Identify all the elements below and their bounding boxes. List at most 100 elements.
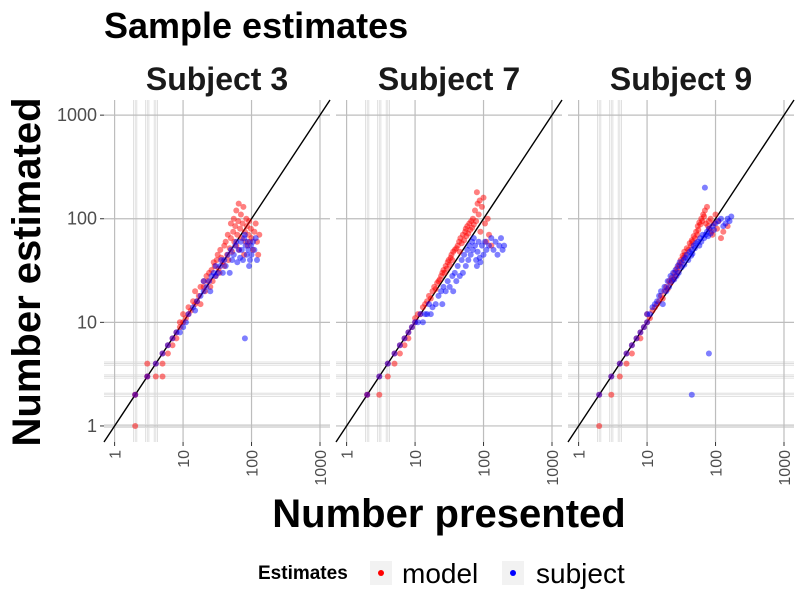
point-subject	[486, 242, 492, 249]
x-tick-label: 100	[477, 450, 494, 477]
point-subject	[666, 283, 673, 290]
point-model	[479, 203, 485, 210]
point-subject	[688, 391, 695, 398]
point-model	[384, 373, 391, 380]
point-subject	[241, 231, 248, 238]
point-subject	[461, 251, 468, 258]
point-model	[596, 423, 603, 429]
point-model	[152, 373, 159, 380]
point-subject	[658, 288, 664, 295]
point-model	[396, 350, 403, 357]
x-tick-label: 1	[340, 450, 357, 459]
point-model	[192, 288, 199, 295]
point-subject	[663, 288, 670, 295]
point-subject	[376, 373, 383, 380]
point-subject	[656, 292, 663, 299]
point-model	[144, 360, 151, 367]
panel-2: Subject 7 1 10 100 1000	[335, 61, 563, 486]
point-model	[376, 391, 383, 398]
point-subject	[659, 301, 666, 308]
point-subject	[243, 251, 250, 258]
point-model	[718, 235, 724, 242]
point-model	[608, 391, 615, 398]
panel-title: Subject 7	[378, 61, 520, 97]
point-model	[472, 207, 478, 214]
point-subject	[480, 251, 487, 258]
point-subject	[691, 245, 698, 252]
x-tick-label: 1000	[545, 450, 562, 486]
point-model	[473, 218, 480, 225]
point-model	[230, 215, 237, 222]
point-model	[234, 231, 241, 238]
point-subject	[664, 278, 671, 285]
point-model	[704, 203, 710, 210]
point-model	[446, 261, 453, 268]
point-subject	[465, 257, 472, 263]
point-model	[707, 215, 714, 222]
x-tick-label: 100	[709, 450, 726, 477]
point-subject	[252, 235, 259, 242]
point-subject	[477, 259, 484, 266]
grid	[568, 100, 794, 442]
point-subject	[396, 342, 403, 349]
point-subject	[458, 257, 465, 263]
point-subject	[654, 298, 661, 305]
point-model	[480, 194, 487, 201]
point-subject	[492, 238, 499, 245]
point-subject	[200, 288, 207, 295]
point-subject	[203, 283, 210, 290]
point-subject	[194, 298, 200, 305]
point-model	[720, 228, 727, 235]
point-subject	[226, 269, 233, 276]
point-subject	[494, 251, 501, 258]
point-subject	[144, 373, 151, 380]
legend: Estimates model subject	[258, 558, 625, 589]
point-subject	[176, 329, 183, 336]
point-subject	[459, 269, 466, 276]
x-tick-label: 10	[640, 450, 657, 468]
point-subject	[169, 335, 176, 342]
point-subject	[439, 301, 446, 308]
point-subject	[501, 242, 508, 249]
point-subject	[718, 215, 724, 222]
point-model	[232, 223, 239, 230]
legend-key-subject	[510, 570, 516, 576]
point-subject	[646, 311, 653, 318]
point-subject	[427, 311, 434, 318]
point-subject	[206, 278, 213, 285]
point-model	[391, 360, 398, 367]
point-subject	[227, 246, 234, 253]
point-subject	[419, 319, 426, 326]
point-subject	[450, 288, 457, 295]
point-subject	[197, 292, 204, 299]
point-subject	[214, 269, 221, 276]
point-subject	[454, 263, 461, 269]
point-subject	[446, 283, 453, 290]
point-model	[251, 228, 258, 235]
y-tick-label: 1000	[57, 105, 97, 125]
panel-1: Subject 3 1 10 100 1000	[103, 61, 331, 486]
point-model	[255, 251, 262, 258]
point-model	[623, 360, 630, 367]
point-subject	[633, 335, 640, 342]
point-model	[222, 238, 229, 245]
point-subject	[246, 263, 253, 269]
point-subject	[474, 248, 481, 255]
point-subject	[200, 278, 207, 285]
point-subject	[482, 238, 488, 245]
point-subject	[453, 278, 460, 285]
point-subject	[467, 251, 474, 258]
point-subject	[164, 342, 171, 349]
point-subject	[251, 246, 258, 253]
point-subject	[212, 263, 219, 269]
point-subject	[230, 251, 237, 258]
point-subject	[241, 335, 248, 342]
point-subject	[234, 259, 241, 266]
point-subject	[185, 311, 192, 318]
point-subject	[182, 319, 189, 326]
point-subject	[180, 324, 187, 331]
point-model	[159, 360, 166, 367]
point-subject	[483, 246, 490, 253]
legend-key-model	[378, 570, 384, 576]
point-subject	[490, 246, 497, 253]
